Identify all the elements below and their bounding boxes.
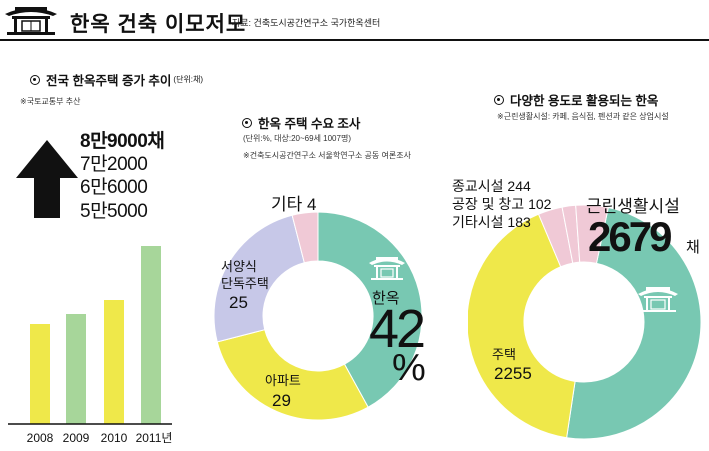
donut1-note: ※건축도시공간연구소 서울학연구소 공동 여론조사 [243,151,411,160]
bullet-icon [494,94,504,105]
donut1-value-hanok: 42 [369,299,426,359]
bar [30,324,50,424]
donut2-unit-neighbor: 채 [686,239,700,256]
donut1-title-text: 한옥 주택 수요 조사 [258,117,361,131]
page-title: 한옥 건축 이모저모 [70,13,247,36]
donut1-label-western: 단독주택 [221,276,269,291]
header-source: 자료: 건축도시공간연구소 국가한옥센터 [232,18,381,28]
bar-title-text: 전국 한옥주택 증가 추이 [46,74,172,88]
bar-section-title: 전국 한옥주택 증가 추이 (단위:채) [30,70,203,89]
donut-slice [291,211,319,264]
bar-value-label: 7만2000 [80,154,148,175]
donut1-pct-sign: % [392,347,426,389]
bar-note: ※국토교통부 추산 [20,97,81,106]
donut2-value-neighbor: 2679 [588,213,672,260]
bar-value-label: 5만5000 [80,201,148,222]
donut2-label-house: 주택 [492,347,516,362]
donut1-value-apt: 29 [272,391,291,410]
bar-value-label: 8만9000채 [80,131,165,152]
x-tick-label: 2008 [27,431,54,445]
hanok-house-icon [638,287,678,312]
bar [66,314,86,424]
donut1-label-hanok: 한옥 [372,290,400,307]
donut-slice [468,213,576,439]
donut-slice [575,204,609,264]
donut2-value-house: 2255 [494,364,532,383]
donut2-label-factory: 공장 및 창고 102 [452,196,552,212]
donut1-value-western: 25 [229,293,248,312]
donut2-label-other: 기타시설 183 [452,214,531,230]
x-tick-label: 2009 [63,431,90,445]
donut2-title-text: 다양한 용도로 활용되는 한옥 [510,94,659,108]
donut2-section-title: 다양한 용도로 활용되는 한옥 [494,90,658,109]
donut2-label-neighbor: 근린생활시설 [586,197,680,216]
bar [141,246,161,424]
hanok-house-icon [369,257,405,280]
bar-chart: 2008 2009 2010 2011년 [8,246,173,445]
donut-chart-hanok-usage [468,204,702,440]
donut-slice [213,214,305,343]
x-tick-label: 2010 [101,431,128,445]
donut2-label-religion: 종교시설 244 [452,178,531,194]
donut-slice [566,206,702,440]
up-arrow-icon [16,140,78,218]
bar [104,300,124,424]
bullet-icon [242,117,252,128]
x-tick-label: 2011년 [136,431,173,445]
donut1-unit: (단위:%, 대상:20~69세 1007명) [243,134,351,143]
donut1-label-western: 서양식 [221,259,257,274]
header-divider [0,39,709,41]
bar-value-label: 6만6000 [80,177,148,198]
donut2-note: ※근린생활시설: 카페, 음식점, 펜션과 같은 상업시설 [497,112,669,121]
bullet-icon [30,74,40,85]
donut1-section-title: 한옥 주택 수요 조사 [242,113,360,132]
donut1-label-apt: 아파트 [265,373,301,388]
hanok-roof-icon [3,0,59,36]
donut-slice [216,329,369,421]
bar-unit: (단위:채) [173,75,204,84]
donut1-label-etc: 기타 4 [271,195,317,214]
